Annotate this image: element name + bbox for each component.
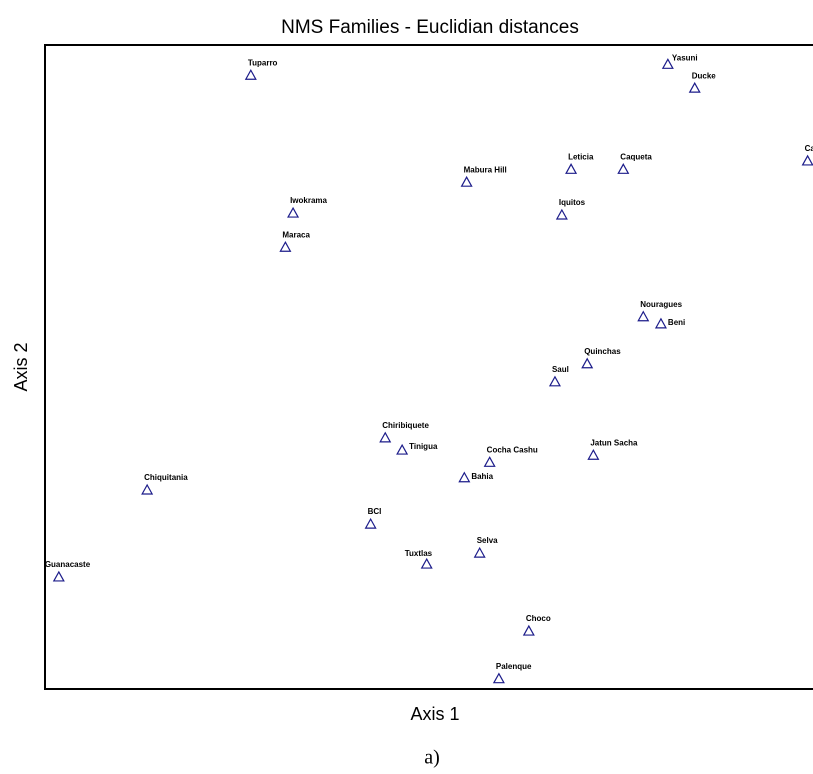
point-label: Maraca: [282, 230, 310, 239]
point: [460, 175, 473, 187]
point: [279, 240, 292, 252]
point: [483, 456, 496, 467]
point-label: Caqueta: [620, 152, 652, 161]
point-label: Iquitos: [559, 198, 586, 207]
point-label: Chiribiquete: [382, 421, 429, 430]
point-label: Beni: [668, 318, 685, 327]
point: [522, 624, 535, 636]
point: [141, 483, 154, 495]
point-label: Ducke: [692, 71, 717, 80]
point: [581, 357, 594, 369]
point: [637, 310, 650, 322]
point: [548, 375, 561, 387]
point: [396, 443, 409, 455]
point-label: Yasuni: [672, 53, 698, 62]
point-label: BCI: [368, 507, 382, 516]
point-label: Jatun Sacha: [590, 438, 638, 447]
point: [587, 448, 600, 460]
point-label: Palenque: [496, 662, 532, 671]
point: [473, 546, 486, 558]
point-label: Cocha Cashu: [487, 445, 538, 454]
caption: a): [424, 747, 440, 769]
point: [565, 163, 578, 174]
chart-title: NMS Families - Euclidian distances: [281, 17, 579, 38]
point-label: Tuxtlas: [405, 549, 433, 558]
point-label: Iwokrama: [290, 196, 327, 205]
x-axis-label: Axis 1: [410, 704, 459, 724]
point: [52, 570, 65, 582]
point: [661, 58, 674, 69]
point: [801, 154, 813, 166]
point-label: Guanacaste: [45, 560, 91, 569]
point-label: Tinigua: [409, 442, 438, 451]
point: [364, 517, 377, 529]
point-label: Quinchas: [584, 347, 621, 356]
point: [654, 317, 667, 329]
point: [458, 471, 471, 483]
plot-frame: [44, 44, 813, 690]
point-label: Saul: [552, 365, 569, 374]
point-label: Bahia: [471, 472, 493, 481]
point-label: Capar: [805, 144, 813, 153]
point: [420, 557, 433, 569]
point: [688, 81, 701, 93]
point-label: Tuparro: [248, 58, 278, 67]
point: [617, 163, 630, 174]
point: [492, 672, 505, 684]
y-axis-label: Axis 2: [11, 342, 31, 391]
point-label: Choco: [526, 614, 551, 623]
point: [287, 206, 300, 218]
point-label: Chiquitania: [144, 473, 188, 482]
point: [379, 431, 392, 443]
point-label: Nouragues: [640, 300, 682, 309]
point-label: Selva: [477, 536, 498, 545]
point: [244, 69, 257, 80]
point-label: Mabura Hill: [464, 165, 507, 174]
point: [555, 208, 568, 220]
point-label: Leticia: [568, 152, 594, 161]
